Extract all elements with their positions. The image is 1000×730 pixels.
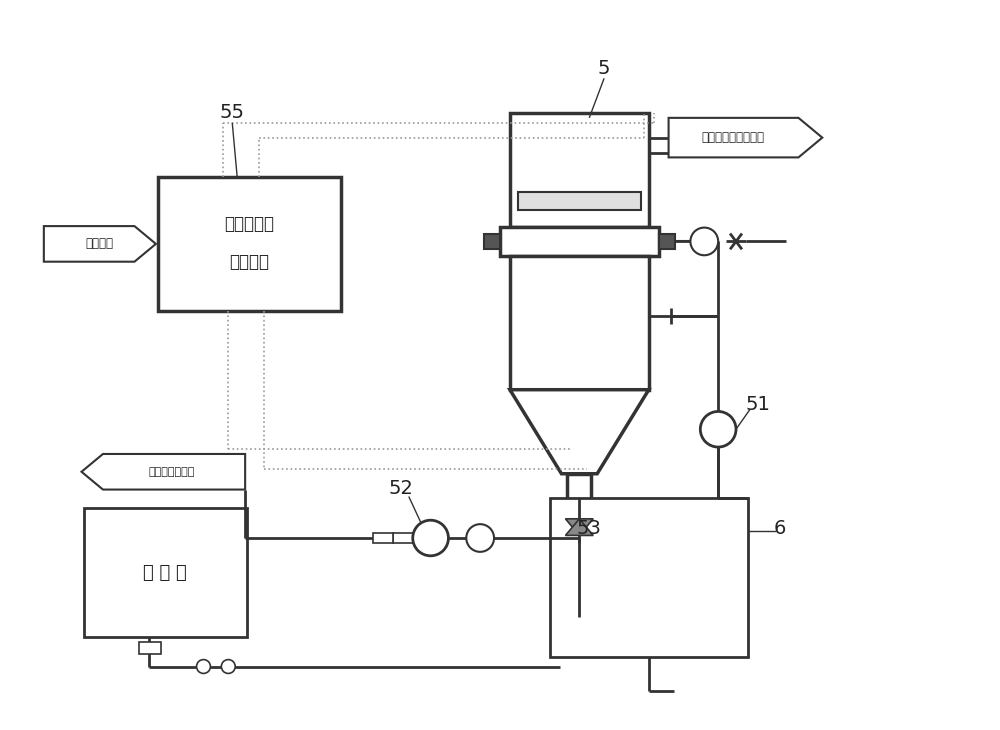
Polygon shape <box>510 390 649 474</box>
Bar <box>484 234 500 250</box>
Bar <box>500 226 659 256</box>
Bar <box>563 511 595 543</box>
Circle shape <box>221 660 235 674</box>
Text: 清液叠流至后一工序: 清液叠流至后一工序 <box>702 131 765 144</box>
Bar <box>510 113 649 226</box>
Text: 51: 51 <box>745 395 770 414</box>
Polygon shape <box>565 519 593 535</box>
Text: 磁阀汇总: 磁阀汇总 <box>230 253 270 271</box>
Text: 52: 52 <box>388 479 413 498</box>
Text: 仪循空气: 仪循空气 <box>86 237 114 250</box>
Bar <box>518 192 641 210</box>
Circle shape <box>197 660 210 674</box>
Polygon shape <box>82 454 245 490</box>
Circle shape <box>690 228 718 255</box>
Text: 控制柜和电: 控制柜和电 <box>225 215 275 233</box>
Bar <box>563 502 595 519</box>
Text: 中 间 槽: 中 间 槽 <box>143 564 187 582</box>
Polygon shape <box>44 226 156 261</box>
Text: 5: 5 <box>598 59 610 78</box>
Circle shape <box>413 520 448 556</box>
Bar <box>550 499 748 656</box>
Circle shape <box>466 524 494 552</box>
Bar <box>158 177 341 311</box>
Bar <box>510 256 649 390</box>
Bar <box>567 474 591 502</box>
Bar <box>373 533 393 543</box>
Text: 55: 55 <box>220 104 245 123</box>
Text: 6: 6 <box>773 518 786 537</box>
Circle shape <box>700 412 736 447</box>
Bar <box>659 234 675 250</box>
Bar <box>139 642 161 653</box>
Bar <box>393 533 413 543</box>
Text: 污废水泵后送全: 污废水泵后送全 <box>148 466 195 477</box>
Text: 53: 53 <box>577 518 602 537</box>
Bar <box>84 508 247 637</box>
Polygon shape <box>565 519 593 535</box>
Polygon shape <box>669 118 822 158</box>
